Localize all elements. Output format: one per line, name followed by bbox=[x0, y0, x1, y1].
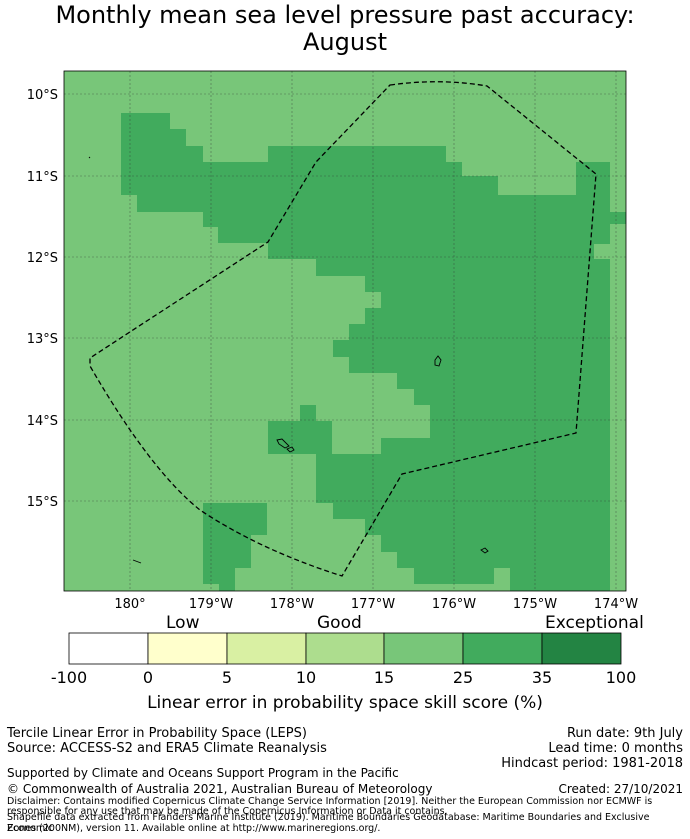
support-text: Supported by Climate and Oceans Support … bbox=[7, 766, 399, 780]
lat-label: 11°S bbox=[27, 170, 58, 185]
lighter-pockets bbox=[365, 162, 626, 591]
colorbar bbox=[68, 632, 622, 665]
method-text: Tercile Linear Error in Probability Spac… bbox=[7, 726, 307, 741]
run-date-text: Run date: 9th July bbox=[566, 726, 683, 741]
island-east bbox=[480, 547, 489, 554]
island-alofi bbox=[286, 446, 295, 453]
shapefile-line-1: Shapefile data extracted from Flanders M… bbox=[7, 812, 650, 834]
hindcast-text: Hindcast period: 1981-2018 bbox=[501, 756, 683, 771]
colorbar-segment bbox=[305, 632, 385, 665]
lat-label: 14°S bbox=[27, 414, 58, 429]
colorbar-tick: 15 bbox=[373, 668, 395, 687]
copyright-text: © Commonwealth of Australia 2021, Austra… bbox=[7, 782, 433, 796]
colorbar-segment bbox=[541, 632, 622, 665]
colorbar-tick: 25 bbox=[452, 668, 474, 687]
colorbar-tick: 10 bbox=[295, 668, 317, 687]
colorbar-tick: -100 bbox=[50, 668, 88, 687]
colorbar-segment bbox=[226, 632, 307, 665]
island-futuna bbox=[276, 438, 290, 449]
lon-label: 177°W bbox=[351, 597, 395, 612]
longitude-labels: 180° 179°W 178°W 177°W 176°W 175°W 174°W bbox=[114, 597, 638, 612]
colorbar-segment bbox=[147, 632, 228, 665]
gridlines bbox=[64, 71, 626, 591]
lat-label: 12°S bbox=[27, 251, 58, 266]
colorbar-segment bbox=[68, 632, 149, 665]
lead-time-text: Lead time: 0 months bbox=[548, 741, 683, 756]
eez-boundary bbox=[89, 81, 597, 577]
colorbar-tick: 100 bbox=[605, 668, 637, 687]
disclaimer-line-1: Disclaimer: Contains modified Copernicus… bbox=[7, 796, 653, 807]
colorbar-tick: 0 bbox=[142, 668, 154, 687]
island-sw bbox=[132, 559, 142, 564]
colorbar-segment bbox=[462, 632, 543, 665]
lat-label: 10°S bbox=[27, 88, 58, 103]
category-low: Low bbox=[166, 613, 200, 633]
lon-label: 174°W bbox=[594, 597, 638, 612]
map-title: Monthly mean sea level pressure past acc… bbox=[0, 2, 690, 56]
skill-map: 10°S 11°S 12°S 13°S 14°S 15°S 180° 179°W… bbox=[27, 70, 638, 665]
map-frame bbox=[63, 70, 627, 592]
lon-label: 175°W bbox=[513, 597, 557, 612]
islands bbox=[88, 156, 489, 564]
title-line-1: Monthly mean sea level pressure past acc… bbox=[55, 1, 635, 29]
lon-label: 176°W bbox=[432, 597, 476, 612]
colorbar-segment bbox=[383, 632, 464, 665]
category-exceptional: Exceptional bbox=[545, 613, 644, 633]
lat-label: 15°S bbox=[27, 495, 58, 510]
source-text: Source: ACCESS-S2 and ERA5 Climate Reana… bbox=[7, 741, 327, 756]
colorbar-label: Linear error in probability space skill … bbox=[147, 693, 543, 713]
lon-label: 180° bbox=[114, 597, 145, 612]
category-good: Good bbox=[317, 613, 362, 633]
disclaimer-line-2: responsible for any use that may be made… bbox=[7, 806, 448, 817]
title-line-2: August bbox=[303, 28, 387, 56]
latitude-labels: 10°S 11°S 12°S 13°S 14°S 15°S bbox=[27, 88, 58, 510]
lon-label: 178°W bbox=[270, 597, 314, 612]
island-wallis bbox=[434, 355, 442, 367]
colorbar-tick: 5 bbox=[221, 668, 233, 687]
island-nw bbox=[88, 156, 91, 159]
lon-label: 179°W bbox=[189, 597, 233, 612]
created-text: Created: 27/10/2021 bbox=[558, 782, 683, 796]
lat-label: 13°S bbox=[27, 332, 58, 347]
colorbar-tick: 35 bbox=[531, 668, 553, 687]
shapefile-line-2: Zones (200NM), version 11. Available onl… bbox=[7, 823, 381, 834]
